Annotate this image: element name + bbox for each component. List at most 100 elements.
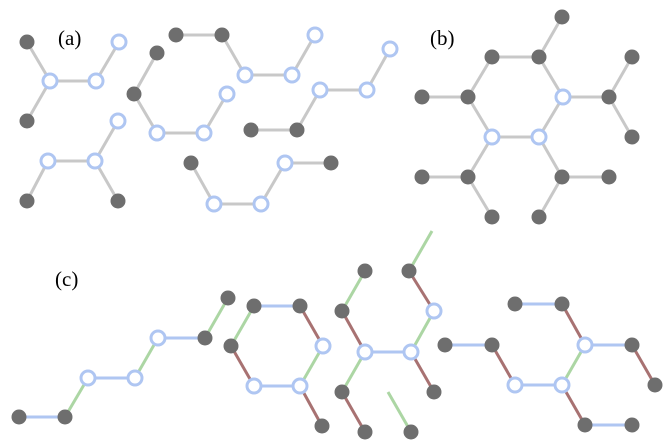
hollow-site <box>41 72 59 90</box>
edges <box>19 16 657 433</box>
filled-site <box>11 409 27 425</box>
filled-site <box>243 122 259 138</box>
nodes <box>11 9 663 440</box>
hollow-site <box>554 88 572 106</box>
hollow-site <box>291 377 309 395</box>
filled-site <box>460 169 476 185</box>
filled-site <box>403 424 419 440</box>
hollow-site <box>205 195 223 213</box>
bond <box>607 96 634 138</box>
filled-site <box>554 169 570 185</box>
filled-site <box>624 417 640 433</box>
filled-site <box>601 89 617 105</box>
filled-site <box>197 330 213 346</box>
hollow-site <box>283 66 301 84</box>
filled-site <box>110 193 126 209</box>
hollow-site <box>110 33 128 51</box>
hollow-site <box>381 40 399 58</box>
filled-site <box>484 49 500 65</box>
bond <box>466 176 494 218</box>
filled-site <box>292 298 308 314</box>
bond <box>132 52 159 95</box>
filled-site <box>314 418 330 434</box>
hollow-site <box>126 369 144 387</box>
filled-site <box>334 384 350 400</box>
hollow-site <box>252 195 270 213</box>
panel-label: (b) <box>430 26 455 50</box>
hollow-site <box>79 369 97 387</box>
filled-site <box>507 296 523 312</box>
hollow-site <box>276 154 294 172</box>
hollow-site <box>530 128 548 146</box>
filled-site <box>426 384 442 400</box>
filled-site <box>223 338 239 354</box>
hollow-site <box>306 26 324 44</box>
hollow-site <box>195 124 213 142</box>
filled-site <box>334 303 350 319</box>
filled-site <box>554 296 570 312</box>
filled-site <box>624 49 640 65</box>
filled-site <box>601 169 617 185</box>
panel-label: (a) <box>58 26 81 50</box>
hollow-site <box>402 343 420 361</box>
filled-site <box>484 209 500 225</box>
bond <box>466 56 494 98</box>
filled-site <box>357 424 373 440</box>
hollow-site <box>576 336 594 354</box>
hollow-site <box>149 329 167 347</box>
panel-label: (c) <box>55 267 78 291</box>
filled-site <box>554 9 570 25</box>
filled-site <box>577 417 593 433</box>
hollow-site <box>553 376 571 394</box>
hollow-site <box>483 128 501 146</box>
filled-site <box>19 193 35 209</box>
filled-site <box>214 27 230 43</box>
filled-site <box>357 263 373 279</box>
hollow-site <box>87 72 105 90</box>
filled-site <box>323 155 339 171</box>
filled-site <box>19 113 35 129</box>
hollow-site <box>39 152 57 170</box>
filled-site <box>246 298 262 314</box>
hollow-site <box>314 337 332 355</box>
filled-site <box>624 337 640 353</box>
bond <box>229 305 256 347</box>
filled-site <box>414 89 430 105</box>
filled-site <box>624 129 640 145</box>
bond <box>203 297 230 339</box>
filled-site <box>19 34 35 50</box>
filled-site <box>401 263 417 279</box>
filled-site <box>149 45 165 61</box>
bond <box>407 230 434 272</box>
hollow-site <box>86 152 104 170</box>
filled-site <box>414 169 430 185</box>
filled-site <box>220 290 236 306</box>
filled-site <box>289 122 305 138</box>
filled-site <box>437 337 453 353</box>
bond <box>607 56 634 98</box>
hollow-site <box>506 376 524 394</box>
hollow-site <box>356 343 374 361</box>
hollow-site <box>148 124 166 142</box>
filled-site <box>647 377 663 393</box>
filled-site <box>126 86 142 102</box>
bond <box>537 16 564 58</box>
hollow-site <box>358 81 376 99</box>
hollow-site <box>311 81 329 99</box>
filled-site <box>531 209 547 225</box>
bond <box>537 176 564 218</box>
bond <box>340 270 367 312</box>
filled-site <box>183 155 199 171</box>
bond <box>630 344 657 386</box>
filled-site <box>484 337 500 353</box>
hollow-site <box>218 85 236 103</box>
hollow-site <box>425 302 443 320</box>
hollow-site <box>245 377 263 395</box>
filled-site <box>168 27 184 43</box>
hollow-site <box>109 112 127 130</box>
bond <box>386 391 413 433</box>
filled-site <box>531 49 547 65</box>
hollow-site <box>236 66 254 84</box>
filled-site <box>57 409 73 425</box>
